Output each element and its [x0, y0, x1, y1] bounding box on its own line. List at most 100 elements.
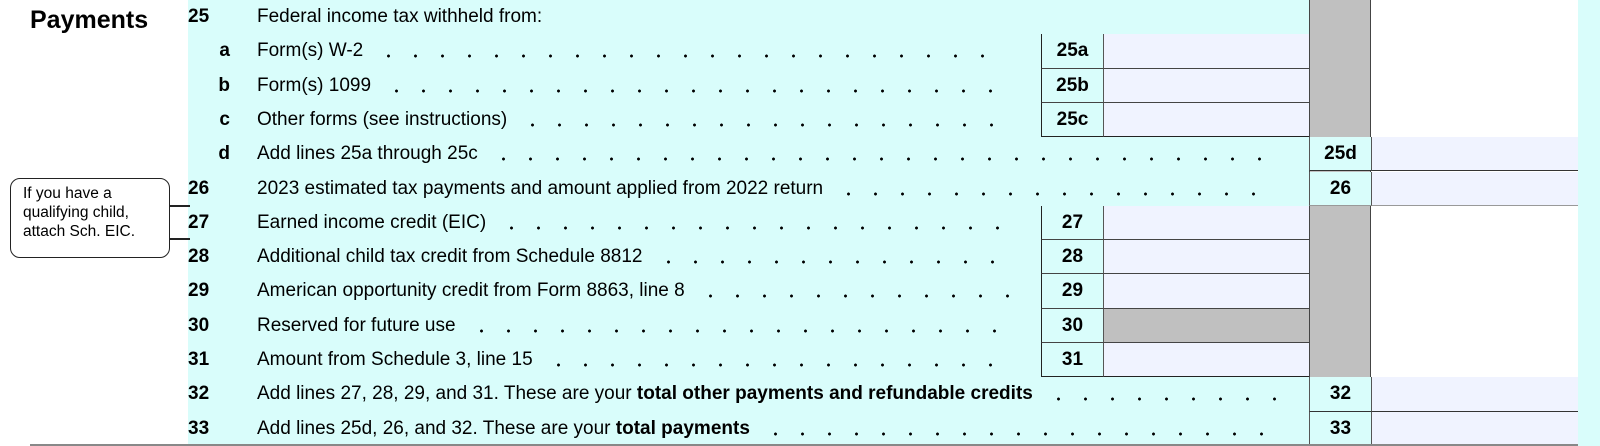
line-description: Amount from Schedule 3, line 15	[257, 349, 998, 371]
line-number: 33	[188, 417, 210, 439]
line-description: Additional child tax credit from Schedul…	[257, 246, 1000, 268]
line-label-31: 31	[1041, 343, 1103, 378]
line-text: Form(s) W-2	[257, 40, 364, 62]
line-label-28: 28	[1041, 240, 1103, 275]
line-label-30: 30	[1041, 308, 1103, 343]
line-description: Reserved for future use	[257, 314, 1002, 337]
amount-field-31[interactable]	[1103, 343, 1309, 378]
line-number: 25	[188, 6, 210, 27]
form-line: 32 Add lines 27, 28, 29, and 31. These ar…	[188, 377, 1578, 412]
line-text: Add lines 27, 28, 29, and 31. These are …	[257, 383, 637, 405]
form-line: 28 Additional child tax credit from Sched…	[188, 240, 1578, 275]
callout-line: attach Sch. EIC.	[23, 223, 135, 240]
line-label-25a: 25a	[1041, 34, 1103, 69]
line-description: Add lines 25d, 26, and 32. These are you…	[257, 417, 1269, 440]
line-text: Other forms (see instructions)	[257, 108, 508, 130]
amount-field-25b[interactable]	[1103, 68, 1309, 103]
line-description: Form(s) 1099	[257, 74, 999, 97]
dot-leader	[1038, 383, 1282, 404]
form-line: b Form(s) 1099 25b	[188, 68, 1578, 103]
line-description: Federal income tax withheld from:	[257, 6, 542, 28]
form-line: 27 Earned income credit (EIC) 27	[188, 205, 1578, 241]
dot-leader	[648, 246, 1000, 267]
amount-field-30	[1103, 308, 1309, 343]
amount-field-25d[interactable]	[1371, 137, 1578, 172]
line-text: Add lines 25a through 25c	[257, 143, 478, 165]
form-line: 29 American opportunity credit from Form …	[188, 274, 1578, 309]
line-bold-text: total other payments and refundable cred…	[636, 383, 1033, 405]
form-line: a Form(s) W-2 25a	[188, 34, 1578, 69]
form-line: c Other forms (see instructions) 25c	[188, 102, 1578, 138]
line-description: Earned income credit (EIC)	[257, 211, 1006, 234]
amount-field-32[interactable]	[1371, 377, 1578, 412]
dot-leader	[483, 143, 1267, 164]
amount-column	[1371, 0, 1578, 446]
line-text: Reserved for future use	[257, 314, 456, 336]
line-number: 30	[188, 314, 210, 336]
line-text: Federal income tax withheld from:	[257, 6, 543, 27]
dot-leader	[755, 417, 1269, 438]
form-line: 25 Federal income tax withheld from:	[188, 0, 1578, 34]
line-letter: b	[218, 74, 230, 96]
line-label-27: 27	[1041, 205, 1103, 241]
line-letter: c	[219, 108, 230, 130]
dot-leader	[690, 280, 1015, 301]
line-text: 2023 estimated tax payments and amount a…	[257, 177, 824, 199]
amount-field-33[interactable]	[1371, 411, 1578, 446]
line-bold-text: total payments	[615, 417, 750, 439]
line-number: 31	[188, 349, 210, 370]
line-label-26: 26	[1309, 171, 1371, 206]
line-description: American opportunity credit from Form 88…	[257, 280, 1015, 302]
amount-field-26[interactable]	[1371, 171, 1578, 206]
form-line: 26 2023 estimated tax payments and amount…	[188, 171, 1578, 206]
line-number: 32	[188, 383, 210, 405]
line-text: Form(s) 1099	[257, 74, 372, 96]
dot-leader	[369, 40, 991, 61]
line-number: 26	[188, 177, 210, 199]
amount-field-25a[interactable]	[1103, 34, 1309, 69]
form-line: 31 Amount from Schedule 3, line 15 31	[188, 343, 1578, 378]
line-description: Add lines 27, 28, 29, and 31. These are …	[257, 383, 1282, 405]
line-label-25b: 25b	[1041, 68, 1103, 103]
amount-field-27[interactable]	[1103, 205, 1309, 241]
amount-field-28[interactable]	[1103, 240, 1309, 275]
dot-leader	[377, 74, 999, 95]
callout-connector	[170, 238, 190, 240]
line-number: 28	[188, 246, 210, 268]
dot-leader	[492, 211, 1006, 232]
eic-callout: If you have a qualifying child, attach S…	[10, 178, 170, 258]
line-number: 29	[188, 280, 210, 302]
line-letter: d	[218, 143, 230, 165]
line-text: Additional child tax credit from Schedul…	[257, 246, 643, 268]
line-label-29: 29	[1041, 274, 1103, 309]
line-description: Add lines 25a through 25c	[257, 143, 1267, 165]
form-line: 33 Add lines 25d, 26, and 32. These are y…	[188, 411, 1578, 446]
line-text: American opportunity credit from Form 88…	[257, 280, 685, 302]
line-label-25c: 25c	[1041, 102, 1103, 138]
dot-leader	[538, 349, 998, 369]
amount-field-25c[interactable]	[1103, 102, 1309, 138]
line-text: Amount from Schedule 3, line 15	[257, 349, 533, 370]
form-line: d Add lines 25a through 25c 25d	[188, 137, 1578, 172]
line-label-25d: 25d	[1309, 137, 1371, 172]
section-title: Payments	[30, 6, 149, 34]
line-label-33: 33	[1309, 411, 1371, 446]
amount-field-29[interactable]	[1103, 274, 1309, 309]
callout-connector	[170, 205, 190, 207]
line-description: Other forms (see instructions)	[257, 108, 1000, 131]
line-text: Earned income credit (EIC)	[257, 211, 487, 233]
dot-leader	[513, 108, 1000, 129]
callout-line: qualifying child,	[23, 204, 129, 221]
dot-leader	[829, 177, 1262, 198]
line-number: 27	[188, 211, 210, 233]
line-label-32: 32	[1309, 377, 1371, 412]
line-description: 2023 estimated tax payments and amount a…	[257, 177, 1262, 200]
line-text: Add lines 25d, 26, and 32. These are you…	[257, 417, 616, 439]
dot-leader	[461, 314, 1002, 335]
shaded-column	[1309, 0, 1371, 446]
line-letter: a	[219, 40, 230, 62]
callout-line: If you have a	[23, 185, 112, 202]
form-line: 30 Reserved for future use 30	[188, 308, 1578, 343]
bottom-rule	[30, 444, 1578, 446]
line-description: Form(s) W-2	[257, 40, 991, 62]
